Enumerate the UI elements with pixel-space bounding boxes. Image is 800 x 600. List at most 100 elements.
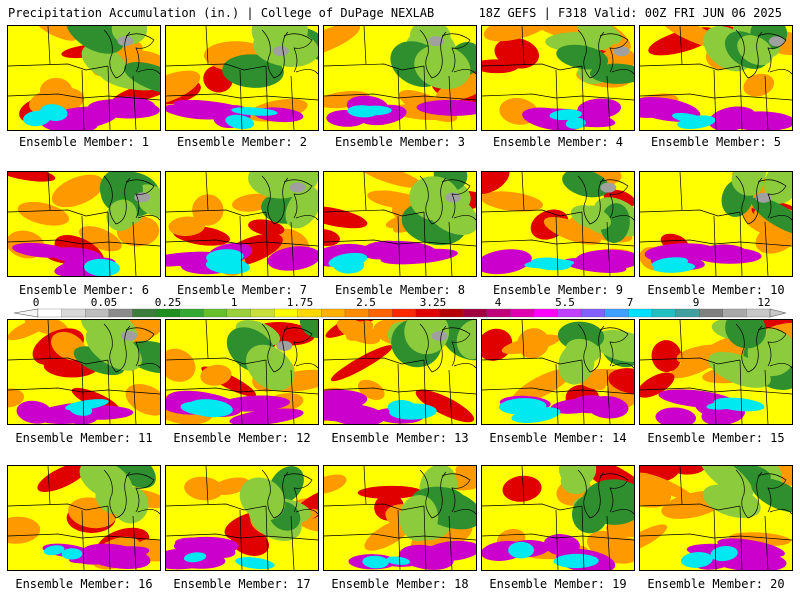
precip-contour: [330, 345, 393, 382]
state-border: [521, 26, 611, 130]
precip-contour: [670, 466, 707, 475]
state-border: [8, 387, 160, 395]
precip-contour: [640, 103, 679, 118]
state-border: [640, 239, 792, 247]
legend-swatch: [392, 308, 417, 318]
precip-contour: [737, 35, 774, 66]
lake-outline: [441, 327, 471, 367]
lake-outline: [283, 33, 313, 73]
precip-contour: [651, 340, 682, 372]
precip-contour: [456, 320, 476, 360]
precip-field: [482, 320, 634, 424]
legend-tick-label: 0.05: [91, 296, 118, 309]
precip-contour: [482, 249, 532, 275]
precip-field: [8, 172, 160, 276]
ensemble-member-map: [481, 319, 635, 425]
precip-contour: [289, 182, 306, 193]
lake-outline: [757, 473, 787, 513]
lake-outline: [599, 33, 629, 73]
precip-contour: [693, 247, 762, 264]
precip-contour: [69, 546, 143, 564]
member-caption: Ensemble Member: 2: [176, 135, 308, 149]
lake-outline: [103, 323, 131, 373]
lake-outline: [453, 215, 476, 221]
precip-contour: [570, 395, 611, 414]
precip-field: [166, 320, 318, 424]
lake-outline: [735, 323, 763, 373]
legend-tick-label: 2.5: [356, 296, 376, 309]
legend-swatch: [108, 308, 133, 318]
legend-tick-label: 0.25: [155, 296, 182, 309]
precip-contour: [222, 54, 284, 88]
state-border: [47, 320, 137, 424]
state-border: [47, 172, 137, 276]
state-border: [205, 466, 295, 570]
precip-contour: [333, 256, 365, 274]
lake-outline: [453, 69, 476, 75]
precip-contour: [764, 172, 792, 204]
precip-contour: [111, 26, 148, 45]
lake-outline: [419, 175, 447, 225]
ensemble-member-map: [639, 171, 793, 277]
precip-contour: [387, 400, 417, 416]
precip-contour: [743, 73, 775, 97]
state-border: [8, 93, 160, 101]
member-caption: Ensemble Member: 20: [647, 577, 785, 591]
lake-outline: [611, 363, 634, 369]
state-border: [166, 209, 267, 217]
legend-swatch: [510, 308, 535, 318]
state-border: [47, 26, 137, 130]
ensemble-member-map: [323, 171, 477, 277]
lake-outline: [295, 215, 318, 221]
lake-outline: [599, 473, 629, 513]
precip-contour: [362, 555, 389, 569]
state-border: [166, 93, 318, 101]
legend-swatch: [179, 308, 204, 318]
precip-contour: [640, 472, 695, 501]
precip-contour: [499, 398, 547, 415]
precip-contour: [424, 540, 476, 561]
state-border: [324, 387, 476, 395]
precip-contour: [562, 172, 610, 198]
state-border: [640, 63, 741, 71]
precip-field: [8, 466, 160, 570]
state-border: [679, 26, 769, 130]
state-border: [482, 533, 634, 541]
precip-contour: [230, 528, 270, 556]
precip-field: [324, 26, 476, 130]
precip-contour: [357, 485, 422, 499]
precip-contour: [482, 191, 544, 212]
legend-swatch: [462, 308, 488, 318]
ensemble-member-map: [323, 465, 477, 571]
precip-contour: [699, 466, 754, 498]
precip-contour: [231, 107, 278, 116]
lake-outline: [125, 33, 155, 73]
precip-contour: [8, 388, 25, 408]
lake-outline: [261, 323, 289, 373]
member-caption: Ensemble Member: 18: [331, 577, 469, 591]
precip-field: [324, 466, 476, 570]
precip-contour: [173, 99, 253, 117]
precip-contour: [106, 199, 137, 231]
precip-contour: [324, 206, 368, 229]
state-border: [166, 357, 267, 365]
precip-contour: [576, 26, 622, 45]
state-border: [363, 320, 453, 424]
state-border: [8, 533, 160, 541]
lake-outline: [757, 33, 787, 73]
state-border: [640, 503, 741, 511]
precip-contour: [276, 340, 293, 351]
lake-outline: [577, 29, 605, 79]
precip-contour: [200, 364, 232, 386]
state-border: [521, 466, 611, 570]
precip-contour: [121, 330, 138, 341]
ensemble-member-map: [639, 25, 793, 131]
precip-contour: [239, 477, 286, 521]
legend-swatch: [722, 308, 747, 318]
precip-contour: [592, 329, 634, 363]
ensemble-member-map: [165, 319, 319, 425]
precip-contour: [358, 105, 392, 116]
legend-tick-label: 7: [627, 296, 634, 309]
precip-contour: [324, 406, 377, 422]
legend-tick-label: 3.25: [420, 296, 447, 309]
